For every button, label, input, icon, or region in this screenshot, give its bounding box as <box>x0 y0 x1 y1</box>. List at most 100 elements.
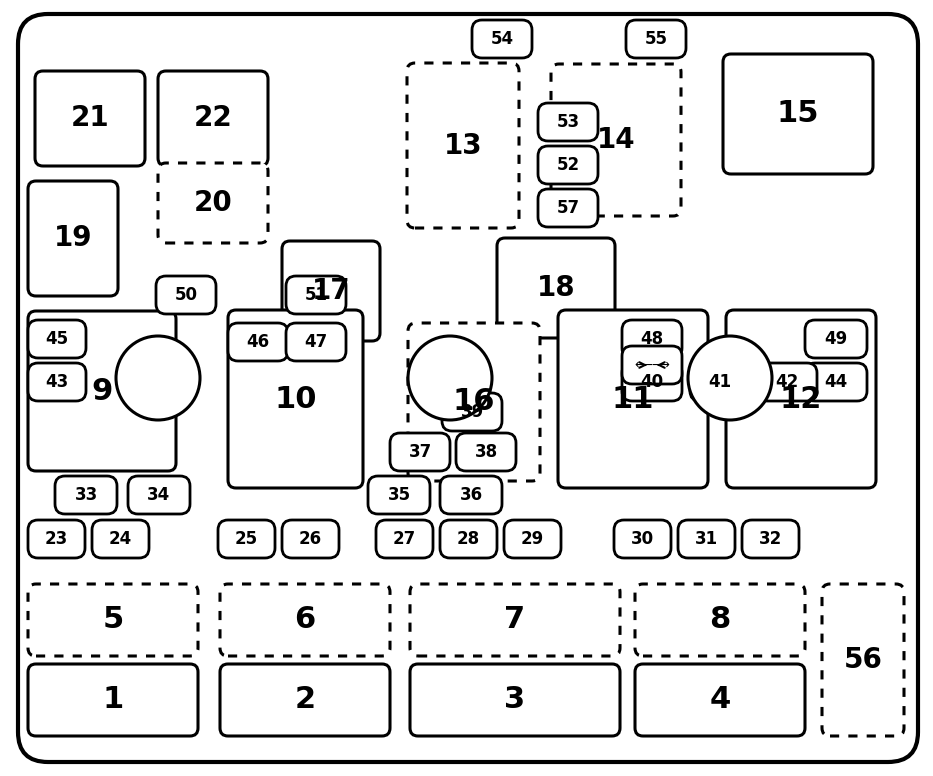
Text: 49: 49 <box>825 330 847 348</box>
Text: 11: 11 <box>612 384 654 414</box>
FancyBboxPatch shape <box>390 433 450 471</box>
FancyBboxPatch shape <box>282 241 380 341</box>
FancyBboxPatch shape <box>622 363 682 401</box>
FancyBboxPatch shape <box>614 520 671 558</box>
Text: 31: 31 <box>695 530 718 548</box>
Text: 27: 27 <box>393 530 416 548</box>
FancyBboxPatch shape <box>18 14 918 762</box>
Text: 14: 14 <box>597 126 635 154</box>
Text: 24: 24 <box>109 530 132 548</box>
Text: 16: 16 <box>453 387 495 417</box>
FancyBboxPatch shape <box>538 189 598 227</box>
Text: 21: 21 <box>71 105 109 133</box>
FancyBboxPatch shape <box>368 476 430 514</box>
FancyBboxPatch shape <box>558 310 708 488</box>
Text: 44: 44 <box>825 373 847 391</box>
FancyBboxPatch shape <box>635 584 805 656</box>
Text: ⟵⟶: ⟵⟶ <box>634 359 670 372</box>
Text: 7: 7 <box>505 605 525 635</box>
FancyBboxPatch shape <box>497 238 615 338</box>
Text: 6: 6 <box>295 605 315 635</box>
FancyBboxPatch shape <box>472 20 532 58</box>
FancyBboxPatch shape <box>538 146 598 184</box>
Text: 53: 53 <box>556 113 579 131</box>
Text: 50: 50 <box>174 286 198 304</box>
FancyBboxPatch shape <box>35 71 145 166</box>
Text: 38: 38 <box>475 443 497 461</box>
FancyBboxPatch shape <box>128 476 190 514</box>
FancyBboxPatch shape <box>28 181 118 296</box>
FancyBboxPatch shape <box>626 20 686 58</box>
Text: 3: 3 <box>505 685 525 715</box>
FancyBboxPatch shape <box>286 276 346 314</box>
FancyBboxPatch shape <box>28 664 198 736</box>
FancyBboxPatch shape <box>410 584 620 656</box>
Text: 56: 56 <box>843 646 883 674</box>
FancyBboxPatch shape <box>504 520 561 558</box>
FancyBboxPatch shape <box>551 64 681 216</box>
FancyBboxPatch shape <box>282 520 339 558</box>
FancyBboxPatch shape <box>408 323 540 481</box>
FancyBboxPatch shape <box>440 476 502 514</box>
Text: 4: 4 <box>709 685 731 715</box>
Text: 9: 9 <box>91 376 113 406</box>
FancyBboxPatch shape <box>407 63 519 228</box>
Text: 42: 42 <box>775 373 799 391</box>
FancyBboxPatch shape <box>228 310 363 488</box>
FancyBboxPatch shape <box>723 54 873 174</box>
FancyBboxPatch shape <box>156 276 216 314</box>
Text: 5: 5 <box>103 605 124 635</box>
FancyBboxPatch shape <box>410 664 620 736</box>
FancyBboxPatch shape <box>805 320 867 358</box>
Text: 28: 28 <box>457 530 480 548</box>
Text: 52: 52 <box>556 156 579 174</box>
FancyBboxPatch shape <box>538 103 598 141</box>
Text: 23: 23 <box>45 530 68 548</box>
Text: 34: 34 <box>147 486 171 504</box>
FancyBboxPatch shape <box>622 346 682 384</box>
Text: 37: 37 <box>409 443 432 461</box>
FancyBboxPatch shape <box>220 664 390 736</box>
Text: 33: 33 <box>75 486 98 504</box>
Text: 30: 30 <box>631 530 654 548</box>
FancyBboxPatch shape <box>757 363 817 401</box>
FancyBboxPatch shape <box>822 584 904 736</box>
FancyBboxPatch shape <box>28 311 176 471</box>
Text: 29: 29 <box>521 530 544 548</box>
Text: 10: 10 <box>274 384 316 414</box>
Text: 19: 19 <box>54 224 92 252</box>
FancyBboxPatch shape <box>228 323 288 361</box>
Text: 8: 8 <box>709 605 731 635</box>
Text: 51: 51 <box>304 286 327 304</box>
Text: 48: 48 <box>640 330 663 348</box>
FancyBboxPatch shape <box>92 520 149 558</box>
Text: 35: 35 <box>387 486 411 504</box>
FancyBboxPatch shape <box>55 476 117 514</box>
Text: 18: 18 <box>536 274 576 302</box>
Text: 40: 40 <box>640 373 663 391</box>
FancyBboxPatch shape <box>158 163 268 243</box>
Text: 15: 15 <box>777 99 819 129</box>
FancyBboxPatch shape <box>220 584 390 656</box>
Text: 54: 54 <box>491 30 513 48</box>
FancyBboxPatch shape <box>28 520 85 558</box>
Text: 46: 46 <box>246 333 270 351</box>
Text: 55: 55 <box>645 30 667 48</box>
FancyBboxPatch shape <box>28 363 86 401</box>
FancyBboxPatch shape <box>678 520 735 558</box>
Text: 39: 39 <box>460 403 483 421</box>
Circle shape <box>116 336 200 420</box>
FancyBboxPatch shape <box>456 433 516 471</box>
Circle shape <box>408 336 492 420</box>
FancyBboxPatch shape <box>742 520 799 558</box>
FancyBboxPatch shape <box>690 363 750 401</box>
Text: 43: 43 <box>46 373 69 391</box>
Text: 45: 45 <box>46 330 68 348</box>
Text: 25: 25 <box>235 530 258 548</box>
FancyBboxPatch shape <box>28 584 198 656</box>
FancyBboxPatch shape <box>635 664 805 736</box>
FancyBboxPatch shape <box>442 393 502 431</box>
Text: 41: 41 <box>708 373 731 391</box>
Text: 26: 26 <box>299 530 322 548</box>
FancyBboxPatch shape <box>622 320 682 358</box>
